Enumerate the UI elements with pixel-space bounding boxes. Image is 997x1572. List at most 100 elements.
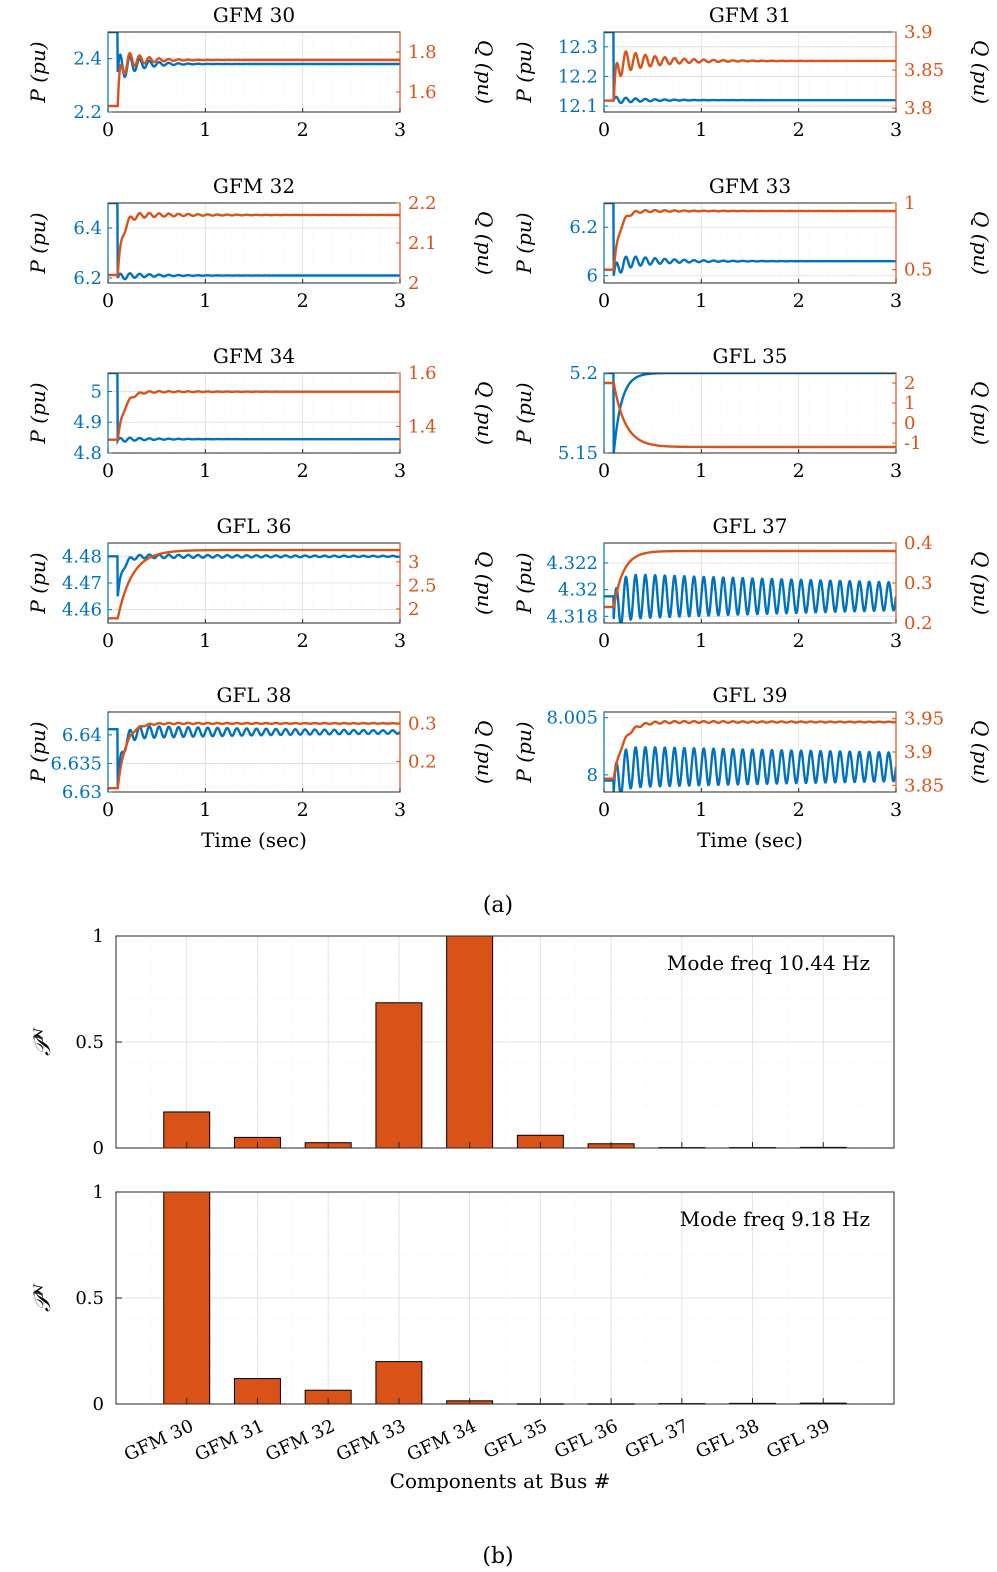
series-line-p <box>108 373 400 446</box>
chart-title: GFM 30 <box>213 3 295 27</box>
line-chart-gfm-30: 0 1 2 3 2.2 2.4 1.6 1.8 GFM 30 P (pu) Q (pu) <box>26 3 497 141</box>
chart-title: GFL 39 <box>713 683 788 707</box>
x-tick-label: 1 <box>199 119 211 141</box>
y-right-axis-label: Q (pu) <box>473 551 497 615</box>
y-left-axis-label: P (pu) <box>512 41 536 103</box>
chart-title: GFL 38 <box>217 683 292 707</box>
x-tick-label: 2 <box>297 799 309 821</box>
y-left-tick-label: 6.63 <box>62 782 102 803</box>
x-tick-label: 1 <box>695 119 707 141</box>
y-left-tick-label: 2.4 <box>73 49 102 70</box>
y-right-axis-label: Q (pu) <box>969 40 993 104</box>
series-line-p <box>108 32 400 79</box>
y-left-tick-label: 2.2 <box>73 102 102 123</box>
y-left-axis-label: P (pu) <box>26 721 50 783</box>
y-axis-label: 𝒫ᴺ <box>31 1283 56 1312</box>
y-left-tick-label: 4.32 <box>558 580 598 601</box>
x-axis-label: Time (sec) <box>697 828 803 852</box>
y-left-tick-label: 5.2 <box>569 363 598 384</box>
line-chart-gfm-34: 0 1 2 3 4.8 4.9 5 1.4 1.6 GFM 34 P (pu) Q (pu) <box>26 344 497 482</box>
y-left-tick-label: 6.4 <box>73 218 102 239</box>
x-tick-label: 2 <box>297 290 309 312</box>
y-right-tick-label: 1 <box>904 193 915 214</box>
x-tick-label: 0 <box>102 799 114 821</box>
x-tick-label: 0 <box>598 119 610 141</box>
y-right-tick-label: 1 <box>904 393 915 414</box>
y-left-tick-label: 4.9 <box>73 412 102 433</box>
x-tick-label: 2 <box>793 460 805 482</box>
bar-gfm-33 <box>375 1361 423 1405</box>
x-tick-label: 1 <box>199 799 211 821</box>
x-tick-label: 3 <box>394 119 406 141</box>
y-left-tick-label: 8.005 <box>546 708 598 729</box>
y-tick-label: 1 <box>93 926 104 947</box>
series-line-q <box>604 50 896 102</box>
y-right-tick-label: 2.2 <box>408 193 437 214</box>
y-left-tick-label: 6.64 <box>62 725 102 746</box>
y-right-axis-label: Q (pu) <box>473 720 497 784</box>
x-tick-label: 3 <box>890 460 902 482</box>
line-chart-gfl-38: 0 1 2 3 6.63 6.635 6.64 0.2 0.3 GFL 38 P (pu) Q (pu… <box>26 683 497 852</box>
y-right-tick-label: 1.6 <box>408 82 437 103</box>
x-tick-label: 0 <box>102 290 114 312</box>
chart-title: GFL 37 <box>713 514 788 538</box>
x-tick-label: 1 <box>199 290 211 312</box>
y-left-tick-label: 4.8 <box>73 443 102 464</box>
x-tick-label: 3 <box>394 799 406 821</box>
y-right-tick-label: 1.4 <box>408 416 437 437</box>
y-left-axis-label: P (pu) <box>512 552 536 614</box>
mode-frequency-annotation: Mode freq 10.44 Hz <box>667 951 870 975</box>
y-tick-label: 0.5 <box>75 1288 104 1309</box>
y-right-tick-label: 1.6 <box>408 363 437 384</box>
y-right-axis-label: Q (pu) <box>969 720 993 784</box>
y-right-tick-label: 3.8 <box>904 98 933 119</box>
x-tick-label: 0 <box>598 799 610 821</box>
y-left-tick-label: 5.15 <box>558 443 598 464</box>
y-left-tick-label: 6 <box>587 266 598 287</box>
y-tick-label: 1 <box>93 1182 104 1203</box>
y-right-tick-label: 0.2 <box>408 752 437 773</box>
category-label-gfm-32: GFM 32 <box>262 1415 338 1465</box>
series-line-p <box>604 32 896 105</box>
category-label-gfl-38: GFL 38 <box>693 1415 763 1463</box>
x-tick-label: 0 <box>598 290 610 312</box>
y-right-tick-label: 2.1 <box>408 233 437 254</box>
line-chart-gfm-33: 0 1 2 3 6 6.2 0.5 1 GFM 33 P (pu) Q (pu) <box>512 174 993 312</box>
y-right-axis-label: Q (pu) <box>473 381 497 445</box>
y-left-axis-label: P (pu) <box>26 552 50 614</box>
x-tick-label: 1 <box>695 290 707 312</box>
x-tick-label: 1 <box>199 630 211 652</box>
y-right-tick-label: 3.9 <box>904 22 933 43</box>
x-tick-label: 0 <box>598 630 610 652</box>
x-tick-label: 1 <box>695 630 707 652</box>
y-right-tick-label: 2 <box>408 273 419 294</box>
category-label-gfl-35: GFL 35 <box>480 1415 550 1463</box>
x-tick-label: 2 <box>297 119 309 141</box>
figure-label-a: (a) <box>483 893 513 918</box>
chart-title: GFL 36 <box>217 514 292 538</box>
y-right-axis-label: Q (pu) <box>969 211 993 275</box>
y-right-tick-label: 3.85 <box>904 775 944 796</box>
series-line-q <box>604 719 896 780</box>
y-right-axis-label: Q (pu) <box>969 551 993 615</box>
y-left-tick-label: 4.47 <box>62 573 102 594</box>
series-line-p <box>604 746 896 792</box>
y-axis-label: 𝒫ᴺ <box>31 1027 56 1056</box>
y-right-tick-label: 3.85 <box>904 60 944 81</box>
y-left-axis-label: P (pu) <box>26 212 50 274</box>
x-tick-label: 3 <box>394 460 406 482</box>
y-left-axis-label: P (pu) <box>26 41 50 103</box>
series-line-q <box>108 51 400 108</box>
line-chart-gfl-37: 0 1 2 3 4.318 4.32 4.322 0.2 0.3 0.4 GFL 37 P (pu) Q… <box>512 514 993 652</box>
chart-title: GFM 34 <box>213 344 295 368</box>
y-right-tick-label: 3 <box>408 552 419 573</box>
category-label-gfl-36: GFL 36 <box>551 1415 621 1463</box>
figure-label-b: (b) <box>482 1544 513 1569</box>
y-right-tick-label: 2 <box>408 599 419 620</box>
line-chart-gfm-31: 0 1 2 3 12.1 12.2 12.3 3.8 3.85 3.9 GFM 31 P (pu) Q … <box>512 3 993 141</box>
x-tick-label: 2 <box>297 460 309 482</box>
x-tick-label: 2 <box>793 630 805 652</box>
